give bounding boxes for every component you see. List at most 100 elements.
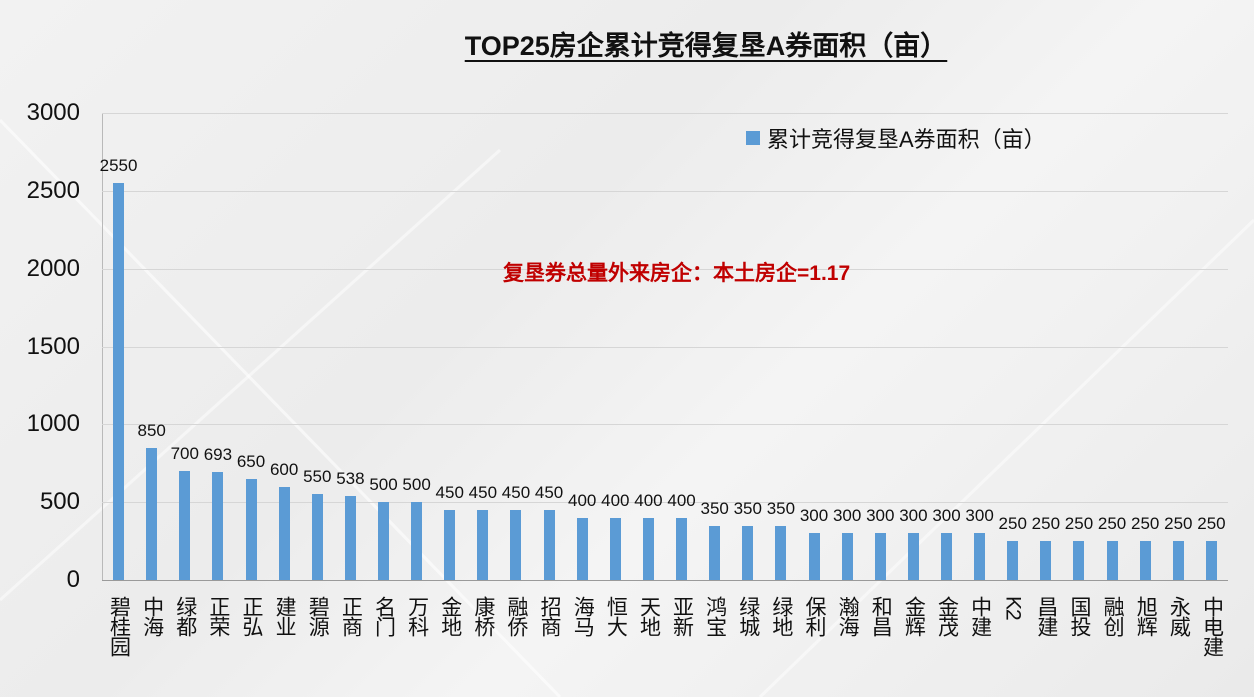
bar[interactable] <box>1040 541 1052 580</box>
data-label: 400 <box>634 490 663 510</box>
data-label: 350 <box>733 498 762 518</box>
category-label: 绿都 <box>173 596 197 636</box>
bar[interactable] <box>907 533 919 580</box>
data-label: 300 <box>799 506 829 526</box>
data-label: 700 <box>170 444 199 464</box>
bar[interactable] <box>676 517 688 580</box>
bar[interactable] <box>941 533 952 580</box>
data-label: 300 <box>965 506 994 526</box>
data-label: 600 <box>269 459 299 479</box>
data-label: 2550 <box>99 156 138 176</box>
category-label: 鸿宝 <box>703 596 727 636</box>
category-label: 绿地 <box>769 596 793 636</box>
bar[interactable] <box>1073 541 1085 580</box>
bar[interactable] <box>974 533 986 580</box>
gridline <box>102 268 1228 270</box>
y-tick-label: 1500 <box>26 332 80 360</box>
category-label: 亚新 <box>670 596 694 636</box>
bar[interactable] <box>775 525 787 580</box>
bar[interactable] <box>278 486 290 580</box>
data-label: 400 <box>667 490 696 510</box>
category-label: 和昌 <box>869 596 893 636</box>
y-tick-label: 1000 <box>26 410 80 438</box>
data-label: 250 <box>998 514 1027 534</box>
bar[interactable] <box>609 517 621 580</box>
data-label: 300 <box>832 506 862 526</box>
bar[interactable] <box>808 533 820 580</box>
bar[interactable] <box>642 517 654 580</box>
bar[interactable] <box>311 494 323 580</box>
y-tick-label: 3000 <box>26 99 80 126</box>
category-label: 旭辉 <box>1134 596 1158 636</box>
data-label: 250 <box>1131 514 1160 534</box>
bar[interactable] <box>543 509 555 580</box>
bar[interactable] <box>146 447 158 580</box>
data-label: 350 <box>766 498 796 518</box>
bar[interactable] <box>576 517 588 580</box>
bar[interactable] <box>1139 541 1151 580</box>
category-label: 正商 <box>339 596 363 636</box>
data-label: 693 <box>203 445 233 465</box>
data-label: 250 <box>1064 514 1094 534</box>
bar[interactable] <box>742 525 754 580</box>
data-label: 250 <box>1031 514 1061 534</box>
category-label: 瀚海 <box>836 596 860 636</box>
category-label: 昌建 <box>1034 596 1058 636</box>
bar[interactable] <box>411 502 423 580</box>
data-label: 500 <box>369 475 398 495</box>
data-label: 350 <box>700 498 729 518</box>
bar[interactable] <box>1205 541 1217 580</box>
bar[interactable] <box>179 471 191 580</box>
bar[interactable] <box>1172 541 1184 580</box>
category-label: 融创 <box>1101 596 1125 636</box>
category-label: 正荣 <box>206 596 230 636</box>
category-label: 碧源 <box>306 596 330 636</box>
bar[interactable] <box>841 533 853 580</box>
data-label: 250 <box>1097 514 1127 534</box>
data-label: 400 <box>601 490 630 510</box>
bar[interactable] <box>709 525 721 580</box>
category-label: K2 <box>1001 596 1025 620</box>
data-label: 450 <box>468 482 498 502</box>
bar[interactable] <box>113 183 125 580</box>
bar[interactable] <box>1007 541 1019 580</box>
bar[interactable] <box>212 472 224 580</box>
category-label: 碧桂园 <box>107 596 131 656</box>
category-label: 名门 <box>372 596 396 636</box>
data-label: 300 <box>866 506 895 526</box>
ratio-annotation: 复垦券总量外来房企：本土房企=1.17 <box>503 262 851 285</box>
data-label: 650 <box>236 451 266 471</box>
data-label: 300 <box>932 506 961 526</box>
category-label: 金辉 <box>902 596 926 636</box>
bar[interactable] <box>874 533 886 580</box>
y-tick-label: 2000 <box>26 254 80 282</box>
category-label: 恒大 <box>604 596 628 636</box>
category-label: 金茂 <box>935 596 959 636</box>
bar[interactable] <box>344 496 356 580</box>
plot-area: 2550 850 700 693 650 600 550 538 500 500 450 450 450… <box>99 113 1228 581</box>
legend-swatch <box>746 131 760 145</box>
data-label: 250 <box>1197 514 1226 534</box>
category-label: 绿城 <box>736 596 760 636</box>
bar[interactable] <box>510 509 522 580</box>
category-label: 中海 <box>140 596 164 636</box>
category-label: 保利 <box>803 596 827 636</box>
data-label: 300 <box>899 506 928 526</box>
gridline <box>102 424 1228 426</box>
bar[interactable] <box>444 509 456 580</box>
bar[interactable] <box>477 509 489 580</box>
category-label: 金地 <box>438 596 462 636</box>
data-label: 850 <box>137 420 166 440</box>
bar[interactable] <box>245 478 257 580</box>
data-label: 450 <box>435 482 464 502</box>
x-axis-line <box>102 580 1228 581</box>
data-label: 450 <box>501 482 531 502</box>
data-label: 250 <box>1164 514 1193 534</box>
bar[interactable] <box>378 502 389 580</box>
gridline <box>102 502 1228 504</box>
data-label: 400 <box>568 490 597 510</box>
y-tick-label: 0 <box>66 566 80 593</box>
bar[interactable] <box>1106 541 1118 580</box>
category-label: 中建 <box>968 596 992 636</box>
data-label: 500 <box>402 475 431 495</box>
